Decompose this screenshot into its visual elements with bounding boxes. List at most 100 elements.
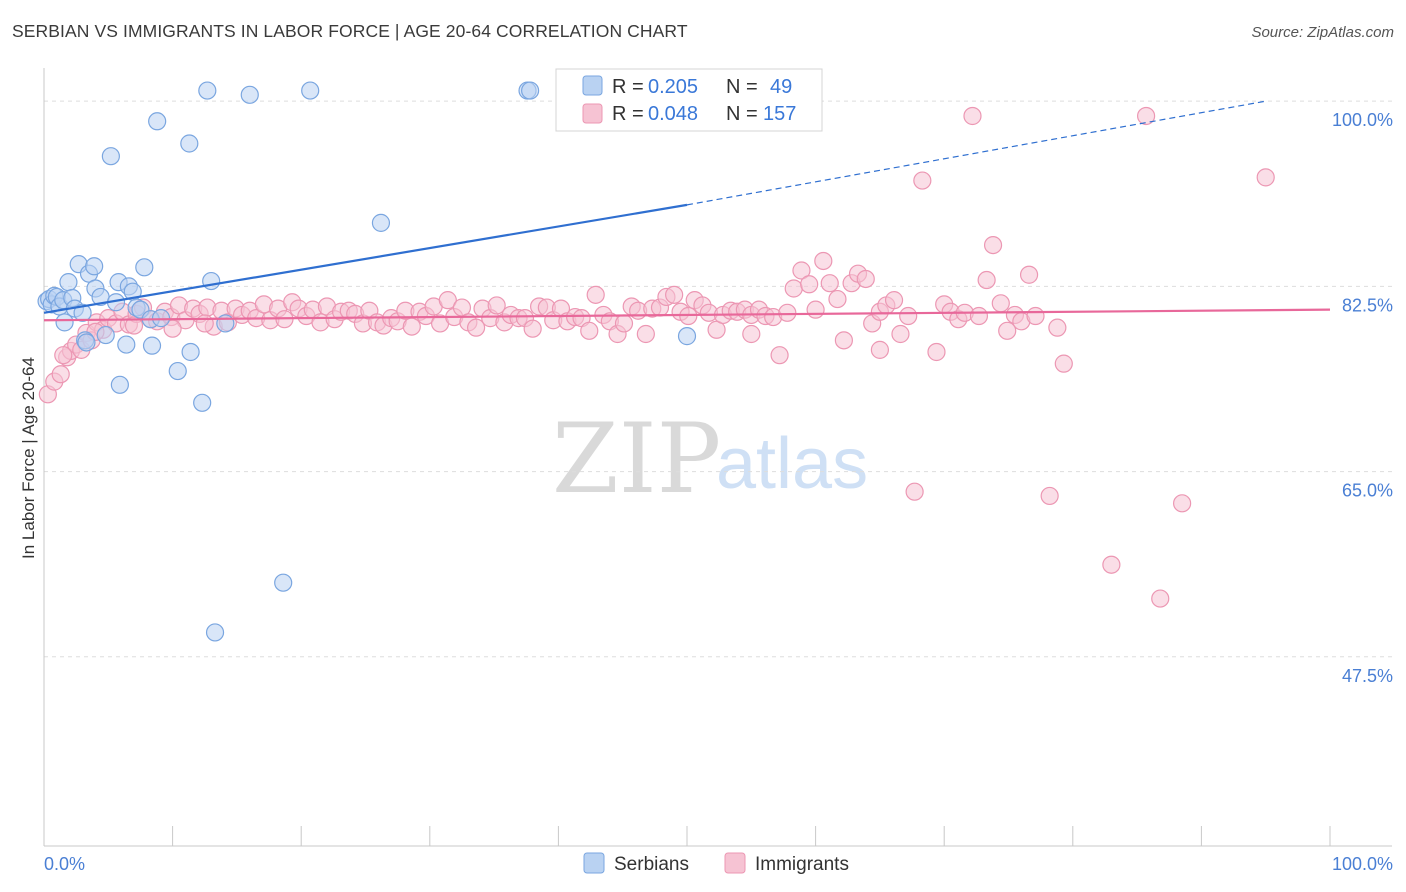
legend-serbians-n: 49 <box>770 76 792 98</box>
x-tick-label-min: 0.0% <box>44 854 85 874</box>
immigrant-point <box>466 318 486 337</box>
immigrant-point <box>487 296 506 315</box>
immigrant-point <box>870 340 890 359</box>
immigrant-point <box>820 274 839 293</box>
serbians-points <box>37 81 697 642</box>
immigrant-point <box>983 236 1003 255</box>
serbian-point <box>301 81 320 100</box>
serbian-point <box>73 303 92 322</box>
immigrant-point <box>636 324 655 344</box>
immigrant-point <box>905 482 924 501</box>
serbian-point <box>193 393 212 412</box>
immigrant-point <box>742 324 761 344</box>
immigrant-point <box>806 300 825 319</box>
immigrant-point <box>665 285 684 304</box>
immigrant-point <box>778 303 797 322</box>
immigrant-point <box>899 306 918 326</box>
immigrant-point <box>1048 318 1067 337</box>
serbian-point <box>96 325 115 345</box>
immigrant-point <box>828 289 847 309</box>
serbians-trend-extension <box>686 100 1266 206</box>
serbian-point <box>59 273 78 292</box>
serbians-trend-line <box>43 203 688 314</box>
immigrant-point <box>969 306 989 326</box>
serbian-point <box>274 573 293 592</box>
bottom-legend-serbians-label: Serbians <box>614 854 689 875</box>
immigrants-trend-line <box>43 308 1331 322</box>
y-tick-label: 82.5% <box>1342 295 1393 315</box>
immigrant-point <box>614 314 634 333</box>
x-tick-label-max: 100.0% <box>1332 854 1393 874</box>
immigrant-point <box>856 269 875 289</box>
legend-immigrants-r: 0.048 <box>648 103 698 125</box>
serbian-point <box>180 134 199 153</box>
immigrant-point <box>927 342 946 362</box>
immigrant-point <box>195 314 214 333</box>
immigrant-point <box>1054 354 1073 373</box>
legend-serbians-r-label: R = <box>612 76 644 98</box>
source-credit: Source: ZipAtlas.com <box>1251 24 1394 41</box>
serbian-point <box>148 112 167 131</box>
immigrant-point <box>792 261 811 280</box>
serbian-point <box>677 327 697 346</box>
legend-immigrants-n: 157 <box>763 103 796 125</box>
immigrant-point <box>814 251 833 271</box>
serbian-point <box>77 333 96 352</box>
immigrant-point <box>884 291 904 310</box>
immigrant-point <box>1256 168 1275 187</box>
immigrant-point <box>586 285 605 304</box>
serbian-point <box>216 314 235 333</box>
serbian-point <box>101 147 120 166</box>
serbian-point <box>371 213 391 232</box>
immigrant-point <box>963 106 982 126</box>
immigrant-point <box>770 346 789 365</box>
serbian-point <box>202 271 221 291</box>
immigrant-point <box>523 319 542 338</box>
immigrants-points <box>38 106 1275 608</box>
bottom-legend-immigrants-swatch <box>724 852 746 874</box>
immigrant-point <box>784 279 803 298</box>
serbian-point <box>205 623 225 642</box>
immigrant-point <box>977 270 996 290</box>
y-tick-labels: 47.5% 65.0% 82.5% 100.0% <box>1332 110 1393 686</box>
immigrant-point <box>834 331 853 350</box>
legend-immigrants-n-label: N = <box>726 103 758 125</box>
immigrant-point <box>1173 494 1192 513</box>
x-ticks <box>43 826 1331 846</box>
immigrant-point <box>800 275 819 294</box>
y-tick-label: 47.5% <box>1342 666 1393 686</box>
serbian-point <box>181 342 200 362</box>
legend-box: R = 0.205 N = 49 R = 0.048 N = 157 <box>555 68 823 132</box>
y-tick-label: 65.0% <box>1342 481 1393 501</box>
y-axis-title: In Labor Force | Age 20-64 <box>19 357 38 559</box>
watermark-zip: ZIP <box>552 403 721 515</box>
serbian-point <box>198 81 217 100</box>
immigrant-point <box>1026 306 1045 326</box>
serbian-point <box>85 257 104 276</box>
y-tick-label: 100.0% <box>1332 110 1393 130</box>
serbian-point <box>168 361 187 381</box>
immigrant-point <box>1151 589 1170 608</box>
serbian-point <box>117 335 136 354</box>
immigrant-point <box>124 316 144 335</box>
trend-lines <box>43 100 1331 322</box>
watermark-atlas: atlas <box>716 424 868 504</box>
immigrant-point <box>1137 106 1156 126</box>
immigrant-point <box>54 346 73 365</box>
serbian-point <box>135 258 154 277</box>
immigrant-point <box>991 294 1010 313</box>
serbian-point <box>110 375 129 394</box>
chart-title: SERBIAN VS IMMIGRANTS IN LABOR FORCE | A… <box>12 21 688 41</box>
serbian-point <box>521 81 540 100</box>
legend-immigrants-r-label: R = <box>612 103 644 125</box>
serbian-point <box>142 336 162 355</box>
immigrant-point <box>913 171 932 190</box>
grid-lines <box>44 100 1392 658</box>
immigrant-point <box>1102 555 1121 574</box>
legend-serbians-swatch <box>582 75 603 96</box>
immigrant-point <box>438 291 457 310</box>
legend-serbians-r: 0.205 <box>648 76 698 98</box>
serbian-point <box>151 309 171 328</box>
bottom-legend-serbians-swatch <box>583 852 605 874</box>
